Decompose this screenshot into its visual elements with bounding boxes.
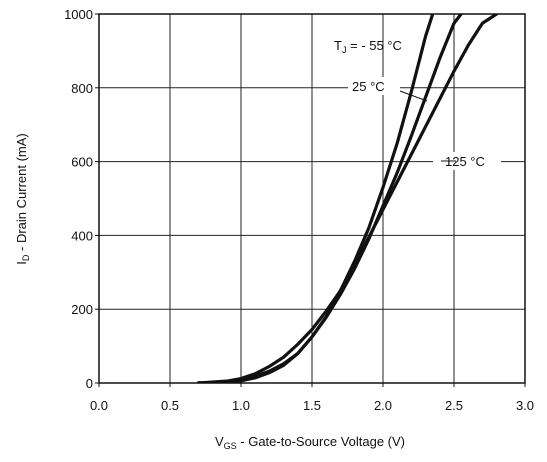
- x-tick-label: 1.0: [232, 398, 250, 413]
- x-tick-label: 0.5: [161, 398, 179, 413]
- y-tick-label: 400: [71, 228, 93, 243]
- y-tick-label: 600: [71, 155, 93, 170]
- series-layer: [196, 14, 499, 383]
- series-label-125c-bg: [433, 152, 501, 170]
- series-label-25c-bg: [348, 77, 400, 95]
- series-125c: [196, 14, 499, 383]
- x-axis-title: VGS - Gate-to-Source Voltage (V): [215, 434, 405, 451]
- series-label-25c: 25 °C: [352, 79, 385, 94]
- y-axis-title: ID - Drain Current (mA): [14, 133, 31, 264]
- x-tick-label: 2.5: [445, 398, 463, 413]
- y-tick-label: 0: [86, 376, 93, 391]
- y-tick-label: 1000: [64, 7, 93, 22]
- series-label-tj-minus-55: TJ = - 55 °C: [334, 38, 402, 55]
- annotations: TJ = - 55 °C 25 °C 125 °C: [334, 38, 501, 170]
- x-tick-label: 2.0: [374, 398, 392, 413]
- y-tick-label: 800: [71, 81, 93, 96]
- y-tick-label: 200: [71, 302, 93, 317]
- series-tj-minus-55: [196, 14, 435, 383]
- series-leader-25c: [399, 90, 428, 102]
- tick-labels: 0.0 0.5 1.0 1.5 2.0 2.5 3.0 0 200 400 600 800 1000: [64, 7, 534, 413]
- series-label-125c: 125 °C: [445, 154, 485, 169]
- x-tick-label: 0.0: [90, 398, 108, 413]
- series-25c: [196, 14, 463, 383]
- x-tick-label: 1.5: [303, 398, 321, 413]
- grid: [99, 14, 525, 383]
- x-tick-label: 3.0: [516, 398, 534, 413]
